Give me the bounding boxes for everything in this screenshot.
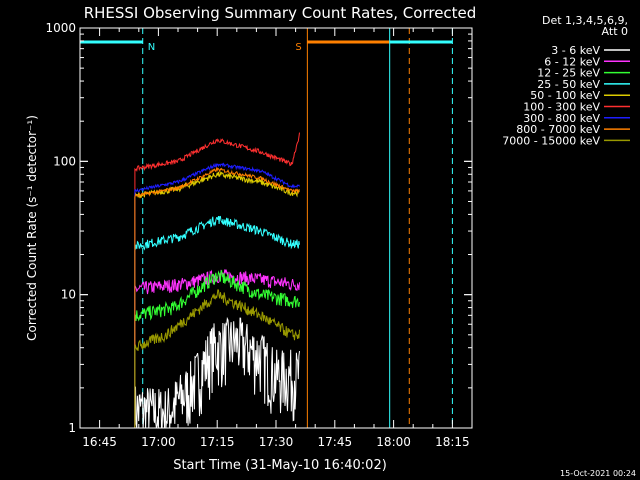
x-tick-label: 18:15 bbox=[435, 435, 470, 449]
legend-label: 100 - 300 keV bbox=[523, 101, 600, 114]
series-line bbox=[134, 170, 300, 428]
night-label: N bbox=[148, 42, 155, 53]
x-tick-label: 16:45 bbox=[82, 435, 117, 449]
y-axis-label: Corrected Count Rate (s⁻¹ detector⁻¹) bbox=[25, 115, 39, 341]
legend-label: 800 - 7000 keV bbox=[516, 123, 600, 136]
y-tick-label: 10 bbox=[61, 288, 76, 302]
series-line bbox=[134, 289, 300, 428]
series-line bbox=[134, 166, 300, 428]
night-marker bbox=[389, 28, 453, 428]
legend-label: 3 - 6 keV bbox=[551, 44, 600, 57]
chart-title: RHESSI Observing Summary Count Rates, Co… bbox=[84, 4, 477, 22]
axes: 1 10 100 1000 16:45 17:00 17:15 17:30 17:45 18:00… bbox=[45, 21, 473, 449]
x-tick-label: 17:15 bbox=[200, 435, 235, 449]
saa-label: S bbox=[295, 42, 301, 53]
series-line bbox=[134, 215, 300, 428]
legend-label: 7000 - 15000 keV bbox=[502, 134, 600, 147]
x-tick-label: 18:00 bbox=[376, 435, 411, 449]
y-tick-label: 100 bbox=[53, 154, 76, 168]
footer-date: 15-Oct-2021 00:24 bbox=[560, 469, 636, 478]
y-tick-label: 1 bbox=[68, 421, 76, 435]
legend-label: 300 - 800 keV bbox=[523, 112, 600, 125]
x-tick-label: 17:30 bbox=[259, 435, 294, 449]
legend-label: 6 - 12 keV bbox=[544, 55, 600, 68]
legend-label: 50 - 100 keV bbox=[530, 89, 600, 102]
series-line bbox=[134, 316, 300, 429]
x-tick-label: 17:45 bbox=[318, 435, 353, 449]
series-line bbox=[134, 269, 300, 428]
legend-header: Att 0 bbox=[602, 25, 628, 38]
series-line bbox=[134, 132, 300, 428]
series-line bbox=[134, 162, 300, 428]
legend-label: 25 - 50 keV bbox=[537, 78, 600, 91]
y-tick-label: 1000 bbox=[45, 21, 76, 35]
legend-label: 12 - 25 keV bbox=[537, 67, 600, 80]
x-tick-label: 17:00 bbox=[141, 435, 176, 449]
x-axis-label: Start Time (31-May-10 16:40:02) bbox=[173, 458, 387, 473]
legend-header: Det 1,3,4,5,6,9, bbox=[542, 14, 628, 27]
